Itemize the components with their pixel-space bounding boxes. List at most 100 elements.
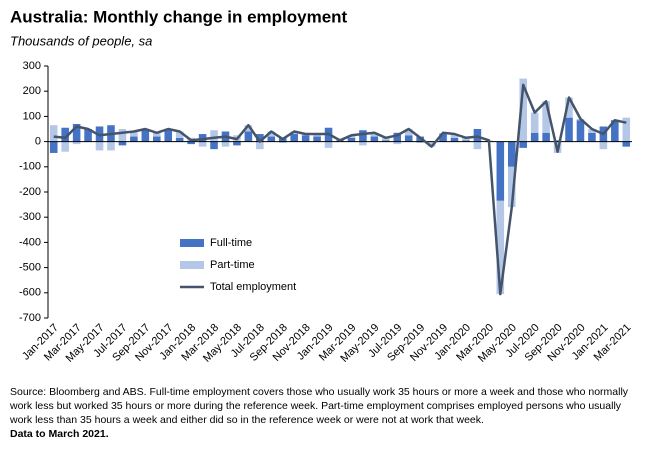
- bar: [290, 134, 298, 142]
- bar: [588, 132, 596, 142]
- bar: [530, 112, 539, 133]
- chart-subtitle: Thousands of people, sa: [10, 33, 152, 48]
- bar: [565, 117, 573, 142]
- y-tick-label: -400: [19, 236, 41, 248]
- bar: [118, 129, 127, 142]
- bar: [244, 125, 253, 132]
- bar: [370, 132, 379, 137]
- y-tick-label: -100: [19, 161, 41, 173]
- legend-swatch: [180, 239, 204, 247]
- bar: [210, 141, 218, 150]
- bar: [95, 141, 104, 151]
- bar: [72, 123, 81, 142]
- bar: [416, 141, 424, 143]
- bar: [164, 130, 173, 142]
- bar: [611, 120, 619, 142]
- y-tick-label: -700: [19, 312, 41, 324]
- chart-title: Australia: Monthly change in employment: [10, 7, 348, 26]
- bar: [450, 137, 459, 142]
- bar: [61, 127, 69, 142]
- bar: [256, 134, 264, 142]
- bar: [382, 137, 390, 141]
- bar: [542, 101, 550, 133]
- chart: Australia: Monthly change in employment …: [10, 7, 633, 364]
- bar: [72, 141, 81, 145]
- bar: [622, 117, 631, 142]
- source-note: Source: Bloomberg and ABS. Full-time emp…: [10, 386, 629, 426]
- bar: [473, 129, 482, 142]
- bar: [530, 132, 539, 142]
- legend-label: Total employment: [210, 281, 296, 293]
- bar: [278, 141, 287, 143]
- bar: [542, 132, 550, 142]
- bar: [210, 130, 218, 142]
- bar: [118, 141, 127, 146]
- y-tick-label: -500: [19, 262, 41, 274]
- bar: [244, 131, 253, 142]
- y-tick-label: 300: [23, 60, 41, 72]
- bar: [393, 132, 402, 142]
- bar: [256, 141, 264, 150]
- legend-label: Full-time: [210, 237, 252, 249]
- bar: [324, 141, 333, 148]
- y-tick-label: -600: [19, 287, 41, 299]
- bar: [576, 120, 585, 142]
- bar: [267, 131, 276, 137]
- bar: [153, 136, 161, 142]
- bar: [519, 141, 527, 148]
- bar: [107, 141, 115, 151]
- bar: [439, 134, 447, 142]
- bar: [359, 130, 367, 142]
- bar: [565, 97, 573, 118]
- bar: [61, 141, 69, 152]
- bar: [141, 129, 150, 142]
- bar: [382, 140, 390, 142]
- bar: [313, 134, 321, 137]
- legend-swatch: [180, 261, 204, 269]
- bar: [427, 141, 436, 147]
- bar: [313, 136, 321, 142]
- footnote: Source: Bloomberg and ABS. Full-time emp…: [10, 385, 635, 441]
- bar: [393, 141, 402, 145]
- bar: [496, 200, 505, 295]
- bar: [507, 141, 516, 167]
- bar: [507, 166, 516, 208]
- y-tick-label: 100: [23, 110, 41, 122]
- bar: [496, 141, 505, 201]
- bar: [49, 141, 58, 153]
- bar: [301, 135, 310, 142]
- y-tick-label: -300: [19, 211, 41, 223]
- bar: [221, 141, 230, 147]
- bar: [187, 141, 195, 145]
- bar: [462, 137, 470, 141]
- bar: [347, 137, 356, 142]
- y-tick-label: 200: [23, 85, 41, 97]
- bar: [84, 129, 92, 142]
- bar: [130, 136, 138, 142]
- y-tick-label: -200: [19, 186, 41, 198]
- bar: [130, 131, 138, 137]
- bar: [233, 141, 241, 146]
- bar: [370, 136, 379, 142]
- bar: [198, 134, 207, 142]
- bar: [519, 78, 527, 142]
- bar: [404, 129, 413, 136]
- bar: [599, 141, 608, 150]
- bar: [588, 129, 596, 133]
- bar: [175, 131, 184, 138]
- bar: [404, 135, 413, 142]
- y-tick-label: 0: [35, 136, 41, 148]
- bar: [359, 141, 367, 146]
- bar: [175, 137, 184, 142]
- bar: [473, 141, 482, 150]
- bar: [462, 140, 470, 142]
- bar: [622, 141, 631, 147]
- bar: [198, 141, 207, 147]
- bar: [153, 132, 161, 137]
- bar: [49, 125, 58, 142]
- bar: [450, 134, 459, 138]
- bar: [553, 140, 562, 142]
- data-note: Data to March 2021.: [10, 428, 109, 440]
- legend-label: Part-time: [210, 259, 255, 271]
